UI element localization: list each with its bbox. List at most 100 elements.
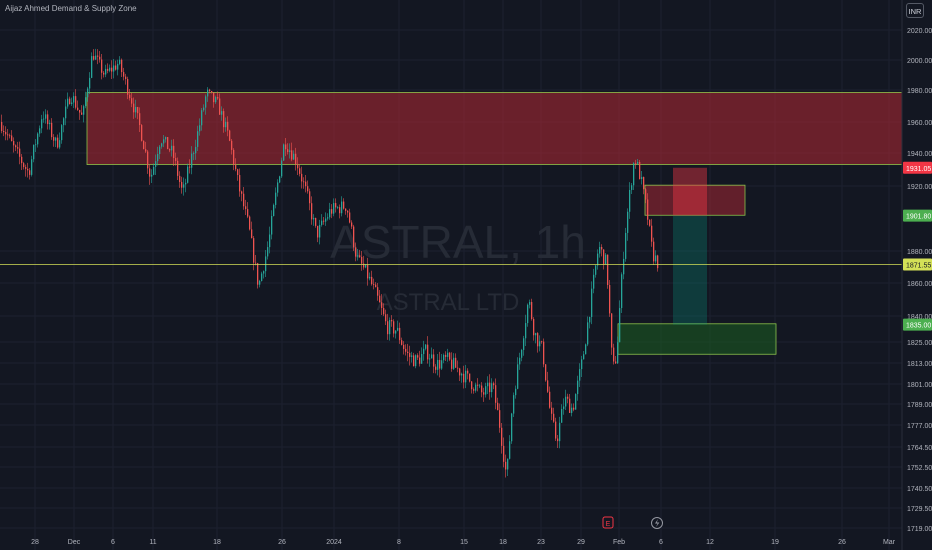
candle-body — [209, 89, 211, 91]
y-tick-label: 1764.50 — [907, 445, 932, 452]
candle-body — [311, 203, 313, 220]
candle-body — [65, 106, 67, 119]
candle-body — [485, 386, 487, 395]
candle-body — [369, 276, 371, 279]
candle-body — [461, 373, 463, 376]
candle-body — [131, 98, 133, 104]
candle-body — [377, 287, 379, 296]
candle-body — [91, 56, 93, 78]
candle-body — [385, 314, 387, 322]
candle-body — [615, 361, 617, 364]
candle-body — [595, 265, 597, 275]
candle-body — [339, 207, 341, 214]
candle-body — [95, 55, 97, 60]
candle-body — [39, 128, 41, 134]
candle-body — [193, 153, 195, 155]
candle-body — [45, 114, 47, 119]
candle-body — [567, 396, 569, 399]
candle-body — [127, 79, 129, 95]
price-label-box — [903, 258, 932, 271]
candle-body — [263, 271, 265, 274]
candle-body — [343, 201, 345, 209]
candle-body — [551, 407, 553, 414]
candle-body — [93, 56, 95, 60]
candle-body — [13, 141, 15, 146]
indicator-title[interactable]: Aijaz Ahmed Demand & Supply Zone — [5, 4, 137, 13]
candle-body — [153, 166, 155, 175]
candle-body — [563, 406, 565, 409]
short-position-stop-area[interactable] — [673, 167, 707, 216]
zones-layer[interactable] — [86, 92, 903, 355]
candle-body — [577, 380, 579, 395]
price-label-text: 1931.05 — [906, 166, 931, 173]
candle-body — [593, 274, 595, 289]
time-axis[interactable]: 28 Dec 6 11 18 26 2024 8 15 18 23 29 Feb 6 12 19 26 Mar — [31, 539, 896, 546]
candle-body — [103, 72, 105, 75]
x-tick-label: 26 — [838, 539, 846, 546]
candle-body — [589, 316, 591, 323]
candle-body — [459, 368, 461, 376]
y-tick-label: 1840.00 — [907, 314, 932, 321]
candle-body — [403, 344, 405, 349]
candle-body — [43, 118, 45, 120]
candle-body — [467, 370, 469, 374]
candle-body — [57, 137, 59, 148]
candle-body — [275, 192, 277, 205]
candle-body — [405, 348, 407, 352]
candle-body — [545, 364, 547, 381]
candle-body — [169, 149, 171, 151]
candle-body — [519, 357, 521, 365]
y-tick-label: 1980.00 — [907, 88, 932, 95]
demand-zone[interactable] — [617, 323, 777, 355]
candle-body — [215, 97, 217, 103]
earnings-event-marker[interactable]: E — [602, 516, 614, 529]
candle-body — [163, 139, 165, 144]
currency-badge[interactable]: INR — [906, 3, 924, 18]
candle-body — [119, 59, 121, 64]
candle-body — [433, 354, 435, 367]
candle-body — [395, 330, 397, 334]
candle-body — [425, 344, 427, 349]
candle-body — [151, 174, 153, 177]
candle-body — [475, 384, 477, 391]
candle-body — [439, 359, 441, 369]
candle-body — [191, 153, 193, 168]
candle-body — [73, 96, 75, 103]
candle-body — [341, 201, 343, 214]
candle-body — [629, 189, 631, 212]
short-position-target-area[interactable] — [673, 215, 707, 325]
candle-body — [233, 149, 235, 165]
candle-body — [349, 212, 351, 223]
candle-body — [89, 77, 91, 89]
candle-body — [299, 168, 301, 174]
candle-body — [631, 185, 633, 190]
candle-body — [195, 146, 197, 154]
candle-body — [251, 229, 253, 239]
candle-body — [473, 389, 475, 391]
candle-body — [523, 338, 525, 350]
candle-body — [147, 151, 149, 169]
candle-body — [181, 181, 183, 188]
candle-body — [105, 68, 107, 75]
candle-body — [401, 340, 403, 345]
supply-zone-major[interactable] — [86, 92, 903, 165]
candle-body — [113, 65, 115, 72]
supply-zone-minor[interactable] — [644, 184, 746, 216]
candle-body — [149, 168, 151, 177]
y-tick-label: 1880.00 — [907, 249, 932, 256]
candle-body — [207, 89, 209, 97]
candle-body — [389, 320, 391, 335]
candle-body — [287, 149, 289, 152]
candle-body — [71, 102, 73, 105]
y-tick-label: 1752.50 — [907, 465, 932, 472]
candles-layer — [1, 48, 659, 478]
price-label-box — [903, 161, 932, 174]
candle-body — [557, 438, 559, 442]
price-axis[interactable]: 2020.00 2000.00 1980.00 1960.00 1940.00 1920.… — [907, 28, 932, 533]
candle-body — [419, 357, 421, 364]
x-tick-label: 6 — [111, 539, 115, 546]
dividend-event-icon[interactable] — [651, 517, 663, 529]
candle-body — [337, 207, 339, 209]
candle-body — [617, 342, 619, 364]
